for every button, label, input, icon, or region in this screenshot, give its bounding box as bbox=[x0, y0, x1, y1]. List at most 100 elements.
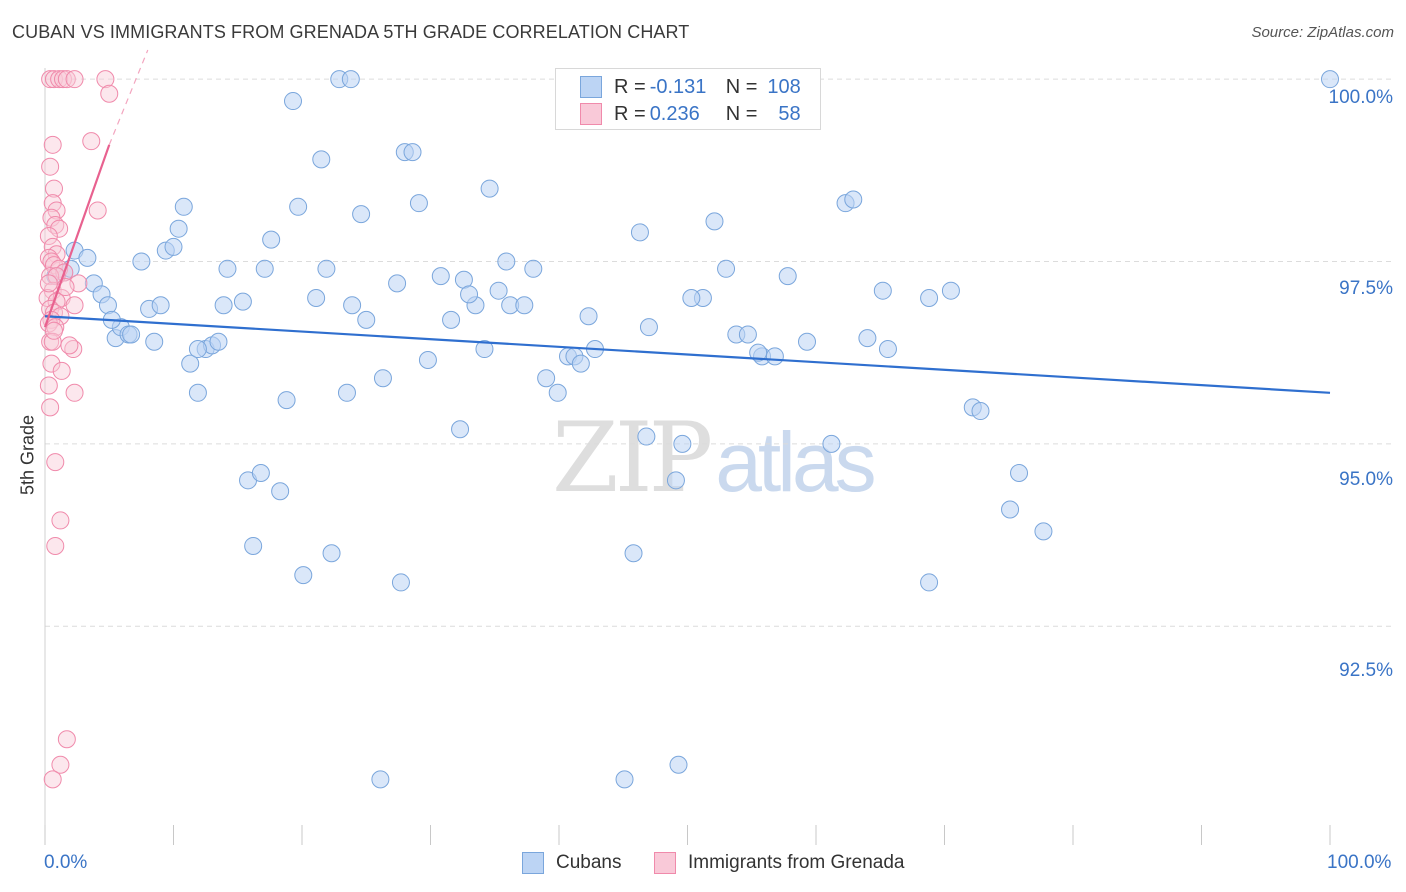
grenada-point bbox=[65, 383, 84, 402]
cubans-point bbox=[738, 325, 757, 344]
cubans-point bbox=[164, 237, 183, 256]
legend-n-label: N = bbox=[725, 75, 758, 98]
legend-row-cubans: R = -0.131 N = 108 bbox=[580, 74, 801, 100]
cubans-point bbox=[878, 340, 897, 359]
cubans-point bbox=[548, 383, 567, 402]
cubans-point bbox=[341, 70, 360, 89]
bottom-legend-label-cubans: Cubans bbox=[556, 852, 622, 873]
cubans-point bbox=[920, 288, 939, 307]
bottom-legend-swatch-grenada bbox=[654, 852, 676, 874]
cubans-point bbox=[214, 296, 233, 315]
cubans-point bbox=[844, 190, 863, 209]
grenada-point bbox=[96, 70, 115, 89]
grenada-point bbox=[44, 321, 63, 340]
grenada-point bbox=[44, 256, 63, 275]
cubans-point bbox=[294, 566, 313, 585]
grenada-point bbox=[57, 730, 76, 749]
cubans-point bbox=[639, 318, 658, 337]
cubans-point bbox=[460, 285, 479, 304]
legend-row-grenada: R = 0.236 N = 58 bbox=[580, 101, 801, 127]
cubans-point bbox=[262, 230, 281, 249]
cubans-point bbox=[391, 573, 410, 592]
cubans-point bbox=[255, 259, 274, 278]
cubans-point bbox=[151, 296, 170, 315]
cubans-point bbox=[497, 252, 516, 271]
cubans-point bbox=[371, 770, 390, 789]
grenada-point bbox=[41, 157, 60, 176]
cubans-point bbox=[277, 391, 296, 410]
cubans-point bbox=[673, 434, 692, 453]
grenada-point bbox=[42, 354, 61, 373]
cubans-point bbox=[630, 223, 649, 242]
cubans-point bbox=[409, 194, 428, 213]
cubans-point bbox=[188, 383, 207, 402]
grenada-point bbox=[46, 453, 65, 472]
cubans-point bbox=[169, 219, 188, 238]
cubans-point bbox=[717, 259, 736, 278]
cubans-point bbox=[666, 471, 685, 490]
cubans-point bbox=[480, 179, 499, 198]
grenada-point bbox=[39, 226, 58, 245]
grenada-point bbox=[44, 179, 63, 198]
watermark: ZIPatlas bbox=[552, 402, 877, 514]
legend-r-label: R = bbox=[614, 75, 646, 98]
legend-n-value-cubans: 108 bbox=[767, 75, 801, 98]
grenada-point bbox=[52, 361, 71, 380]
cubans-point bbox=[858, 329, 877, 348]
chart-title: CUBAN VS IMMIGRANTS FROM GRENADA 5TH GRA… bbox=[12, 22, 690, 42]
bottom-legend-grenada: Immigrants from Grenada bbox=[654, 852, 904, 874]
cubans-point bbox=[271, 482, 290, 501]
cubans-point bbox=[317, 259, 336, 278]
grenada-point bbox=[43, 770, 62, 789]
cubans-point bbox=[418, 350, 437, 369]
cubans-point bbox=[571, 354, 590, 373]
cubans-point bbox=[132, 252, 151, 271]
grenada-point bbox=[88, 201, 107, 220]
grenada-point bbox=[50, 219, 69, 238]
grenada-point bbox=[82, 132, 101, 151]
legend-n-value-grenada: 58 bbox=[778, 102, 801, 125]
cubans-point bbox=[1321, 70, 1339, 89]
cubans-point bbox=[181, 354, 200, 373]
legend-swatch-cubans bbox=[580, 76, 602, 98]
cubans-point bbox=[233, 292, 252, 311]
bottom-legend-cubans: Cubans bbox=[522, 852, 622, 874]
cubans-trend-line bbox=[44, 315, 1331, 394]
legend-r-label: R = bbox=[614, 102, 646, 125]
grenada-point bbox=[41, 267, 60, 286]
cubans-point bbox=[431, 267, 450, 286]
grenada-point bbox=[51, 755, 70, 774]
grenada-point bbox=[46, 536, 65, 555]
cubans-point bbox=[373, 369, 392, 388]
watermark-zip: ZIP bbox=[552, 402, 713, 514]
cubans-point bbox=[451, 420, 470, 439]
y-tick-label-100: 100.0% bbox=[1328, 87, 1393, 108]
correlation-legend: R = -0.131 N = 108 R = 0.236 N = 58 bbox=[555, 68, 821, 130]
cubans-point bbox=[682, 288, 701, 307]
y-axis-label: 5th Grade bbox=[17, 414, 38, 496]
cubans-point bbox=[352, 205, 371, 224]
x-tick-label-max: 100.0% bbox=[1327, 852, 1392, 873]
cubans-point bbox=[537, 369, 556, 388]
cubans-point bbox=[749, 343, 768, 362]
legend-n-label: N = bbox=[725, 102, 758, 125]
legend-swatch-grenada bbox=[580, 103, 602, 125]
grenada-point bbox=[39, 376, 58, 395]
cubans-point bbox=[798, 332, 817, 351]
grenada-point bbox=[43, 135, 62, 154]
cubans-point bbox=[312, 150, 331, 169]
cubans-point bbox=[705, 212, 724, 231]
cubans-point bbox=[357, 310, 376, 329]
cubans-point bbox=[337, 383, 356, 402]
grenada-point bbox=[65, 296, 84, 315]
cubans-point bbox=[1001, 500, 1020, 519]
cubans-point bbox=[475, 340, 494, 359]
cubans-point bbox=[322, 544, 341, 563]
bottom-legend-swatch-cubans bbox=[522, 852, 544, 874]
cubans-point bbox=[122, 325, 141, 344]
cubans-point bbox=[145, 332, 164, 351]
source-label: Source: ZipAtlas.com bbox=[1251, 24, 1394, 41]
cubans-point bbox=[778, 267, 797, 286]
y-tick-label-97-5: 97.5% bbox=[1339, 278, 1393, 299]
